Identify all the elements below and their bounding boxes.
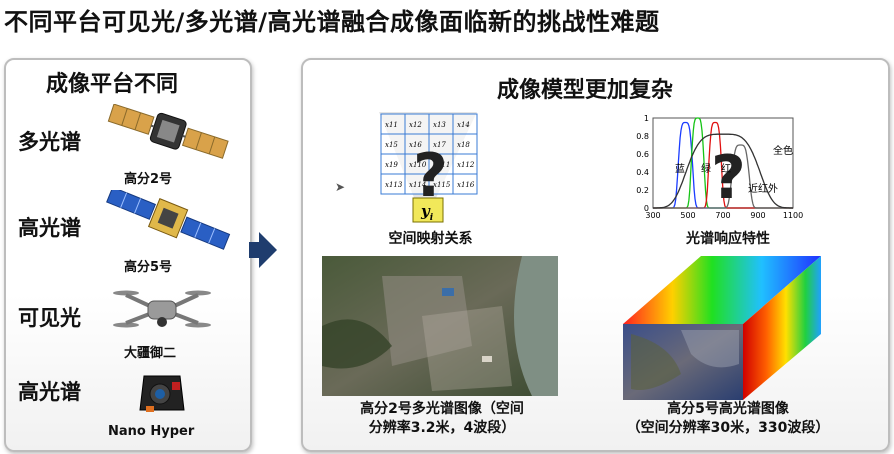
y-tick-label: 0.8 xyxy=(636,132,649,141)
grid-cell-label: x19 xyxy=(385,161,398,169)
grid-cell-label: x16 xyxy=(409,141,422,149)
imaging-model-panel: 成像模型更加复杂 x11 x12 x13 x14 x15 x16 x17 x18 x19 x110… xyxy=(301,58,890,452)
blue-band-label: 蓝 xyxy=(675,163,685,175)
row-type-label: 多光谱 xyxy=(18,130,81,154)
grid-cell-label: x115 xyxy=(433,181,451,189)
multispectral-caption: 高分2号多光谱图像（空间 分辨率3.2米，4波段） xyxy=(360,401,524,436)
nir-band-label: 近红外 xyxy=(748,182,778,195)
y-tick-label: 0.2 xyxy=(636,186,649,195)
row-platform-label: Nano Hyper xyxy=(108,424,195,439)
row-platform-label: 高分5号 xyxy=(124,260,173,275)
hyperspectral-camera-icon xyxy=(139,375,185,412)
hyperspectral-caption: 高分5号高光谱图像 （空间分辨率30米，330波段） xyxy=(626,401,830,436)
imaging-platform-panel: 成像平台不同 多光谱 高分2号 高光谱 高分5号 可见光 xyxy=(4,58,252,452)
spectral-caption: 光谱响应特性 xyxy=(686,231,770,247)
row-type-label: 可见光 xyxy=(18,306,81,330)
grid-cell-label: x15 xyxy=(385,141,398,149)
grid-cell-label: x12 xyxy=(409,121,422,129)
grid-cell-label: x111 xyxy=(433,161,450,169)
row-type-label: 高光谱 xyxy=(18,216,81,240)
grid-cell-label: x14 xyxy=(457,121,470,129)
grid-cell-label: x113 xyxy=(385,181,403,189)
right-arrow-icon xyxy=(249,232,277,268)
x-tick-label: 700 xyxy=(715,211,730,220)
satellite-icon xyxy=(106,190,231,250)
pan-band-curve xyxy=(653,133,793,209)
grid-cell-label: x13 xyxy=(433,121,446,129)
question-mark: ? xyxy=(413,141,448,211)
row-platform-label: 大疆御二 xyxy=(124,346,177,361)
nir-band-curve xyxy=(653,144,793,209)
y-tick-label: 0.6 xyxy=(636,150,649,159)
y-tick-label: 0.4 xyxy=(636,168,649,177)
drone-icon xyxy=(113,290,211,328)
page-title: 不同平台可见光/多光谱/高光谱融合成像面临新的挑战性难题 xyxy=(4,8,660,36)
mouse-cursor-icon: ➤ xyxy=(335,180,346,194)
grid-cell-label: x116 xyxy=(457,181,475,189)
y-tick-label: 1 xyxy=(644,114,649,123)
grid-cell-label: x110 xyxy=(409,161,427,169)
multispectral-image xyxy=(322,256,558,396)
x-tick-label: 300 xyxy=(645,211,660,220)
x-tick-label: 500 xyxy=(680,211,695,220)
x-tick-label: 900 xyxy=(750,211,765,220)
spectral-response-chart: 0 0.2 0.4 0.6 0.8 1 300 500 700 900 1100 ? 蓝 绿 红 全… xyxy=(636,114,803,220)
mapping-caption: 空间映射关系 xyxy=(388,231,473,247)
output-pixel-label: yi xyxy=(420,202,434,223)
green-band-label: 绿 xyxy=(701,162,711,175)
left-panel-title: 成像平台不同 xyxy=(46,72,179,97)
row-platform-label: 高分2号 xyxy=(124,172,173,187)
question-mark: ? xyxy=(711,143,746,213)
grid-cell-label: x114 xyxy=(409,181,426,189)
spatial-mapping-diagram: x11 x12 x13 x14 x15 x16 x17 x18 x19 x110 x111 x112 x… xyxy=(379,112,478,223)
x-tick-label: 1100 xyxy=(783,211,803,220)
grid-cell-label: x112 xyxy=(457,161,475,169)
row-type-label: 高光谱 xyxy=(18,380,81,404)
hyperspectral-cube-image xyxy=(623,256,821,400)
satellite-icon xyxy=(107,104,229,159)
y-tick-label: 0 xyxy=(644,204,649,213)
red-band-label: 红 xyxy=(721,162,731,175)
pan-band-label: 全色 xyxy=(773,144,793,157)
right-panel-title: 成像模型更加复杂 xyxy=(497,78,674,103)
grid-cell xyxy=(452,173,478,195)
grid-cell-label: x17 xyxy=(433,141,446,149)
grid-cell-label: x11 xyxy=(385,121,398,129)
grid-cell-label: x18 xyxy=(457,141,470,149)
